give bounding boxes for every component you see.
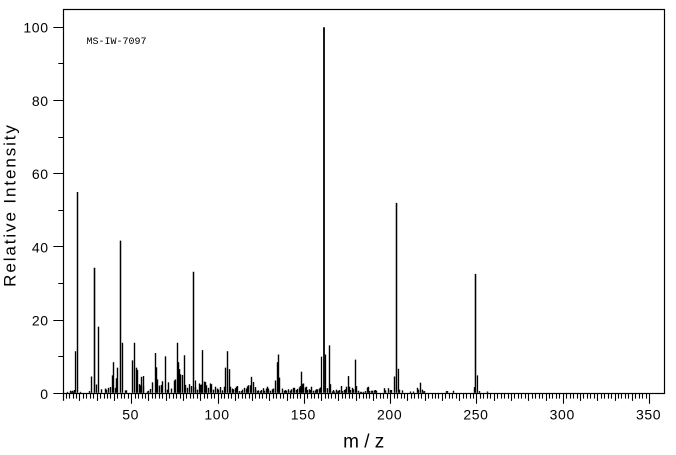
- svg-text:300: 300: [550, 407, 575, 423]
- svg-text:200: 200: [377, 407, 402, 423]
- svg-text:0: 0: [40, 386, 48, 402]
- svg-text:100: 100: [23, 20, 48, 36]
- svg-text:100: 100: [204, 407, 229, 423]
- svg-text:150: 150: [291, 407, 316, 423]
- svg-text:m / z: m / z: [343, 432, 384, 453]
- svg-text:60: 60: [32, 166, 49, 182]
- svg-text:20: 20: [32, 313, 49, 329]
- svg-text:350: 350: [636, 407, 661, 423]
- svg-text:80: 80: [32, 93, 49, 109]
- svg-text:Relative Intensity: Relative Intensity: [0, 123, 19, 287]
- svg-text:40: 40: [32, 239, 49, 255]
- svg-text:250: 250: [463, 407, 488, 423]
- svg-text:MS-IW-7097: MS-IW-7097: [87, 37, 147, 48]
- svg-text:50: 50: [122, 407, 139, 423]
